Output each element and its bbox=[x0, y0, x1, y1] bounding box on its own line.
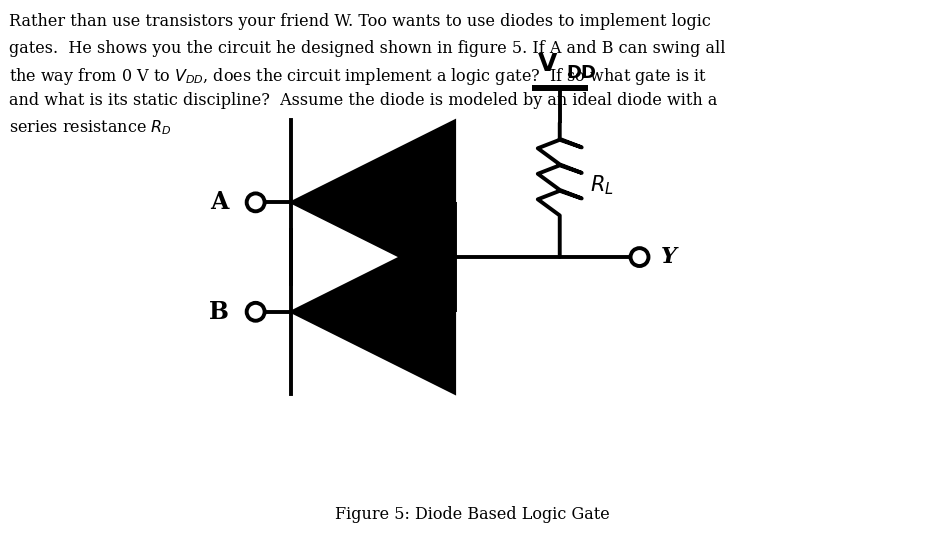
Text: B: B bbox=[209, 300, 228, 324]
Text: Rather than use transistors your friend W. Too wants to use diodes to implement : Rather than use transistors your friend … bbox=[9, 14, 711, 30]
Text: and what is its static discipline?  Assume the diode is modeled by an ideal diod: and what is its static discipline? Assum… bbox=[9, 93, 717, 109]
Text: $\mathbf{V}$: $\mathbf{V}$ bbox=[537, 52, 559, 76]
Polygon shape bbox=[291, 230, 455, 394]
Polygon shape bbox=[291, 120, 455, 285]
Text: gates.  He shows you the circuit he designed shown in figure 5. If A and B can s: gates. He shows you the circuit he desig… bbox=[9, 40, 726, 57]
Text: Y: Y bbox=[661, 246, 676, 268]
Text: Figure 5: Diode Based Logic Gate: Figure 5: Diode Based Logic Gate bbox=[334, 506, 610, 522]
Text: series resistance $R_D$: series resistance $R_D$ bbox=[9, 119, 172, 138]
Text: the way from 0 V to $V_{DD}$, does the circuit implement a logic gate?  If so wh: the way from 0 V to $V_{DD}$, does the c… bbox=[9, 66, 708, 87]
Text: $\mathbf{DD}$: $\mathbf{DD}$ bbox=[566, 64, 598, 82]
Text: A: A bbox=[211, 190, 228, 214]
Text: $R_L$: $R_L$ bbox=[590, 173, 614, 197]
